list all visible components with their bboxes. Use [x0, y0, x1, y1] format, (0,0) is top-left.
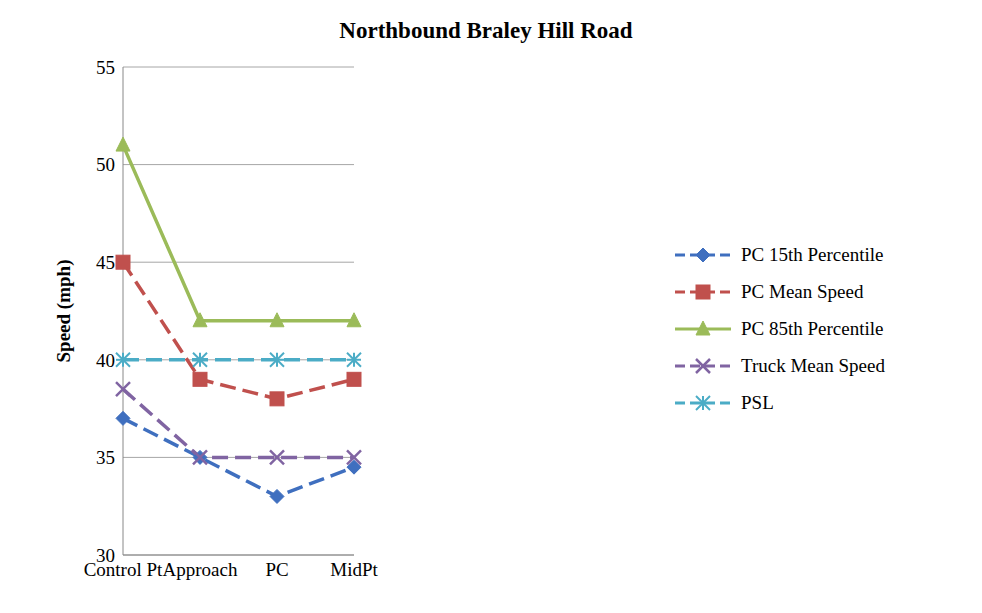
- svg-text:Speed (mph): Speed (mph): [53, 260, 75, 363]
- svg-text:MidPt: MidPt: [330, 559, 378, 580]
- html-text:Truck Mean Speed: Truck Mean Speed: [741, 354, 885, 376]
- svg-text:Approach: Approach: [163, 559, 238, 580]
- html-text:Northbound Braley Hill Road: Northbound Braley Hill Road: [339, 18, 633, 43]
- svg-text:PC: PC: [265, 559, 288, 580]
- svg-text:35: 35: [96, 447, 115, 468]
- svg-text:40: 40: [96, 350, 115, 371]
- svg-text:45: 45: [96, 252, 115, 273]
- html-text:PC 85th Percentile: PC 85th Percentile: [741, 317, 884, 339]
- svg-text:50: 50: [96, 154, 115, 175]
- svg-text:Control Pt: Control Pt: [83, 559, 163, 581]
- html-text:PC 15th Percentile: PC 15th Percentile: [741, 243, 884, 265]
- svg-text:55: 55: [96, 57, 115, 78]
- html-text:PSL: PSL: [741, 391, 774, 413]
- html-text:PC Mean Speed: PC Mean Speed: [741, 280, 864, 302]
- svg-text:30: 30: [96, 545, 115, 566]
